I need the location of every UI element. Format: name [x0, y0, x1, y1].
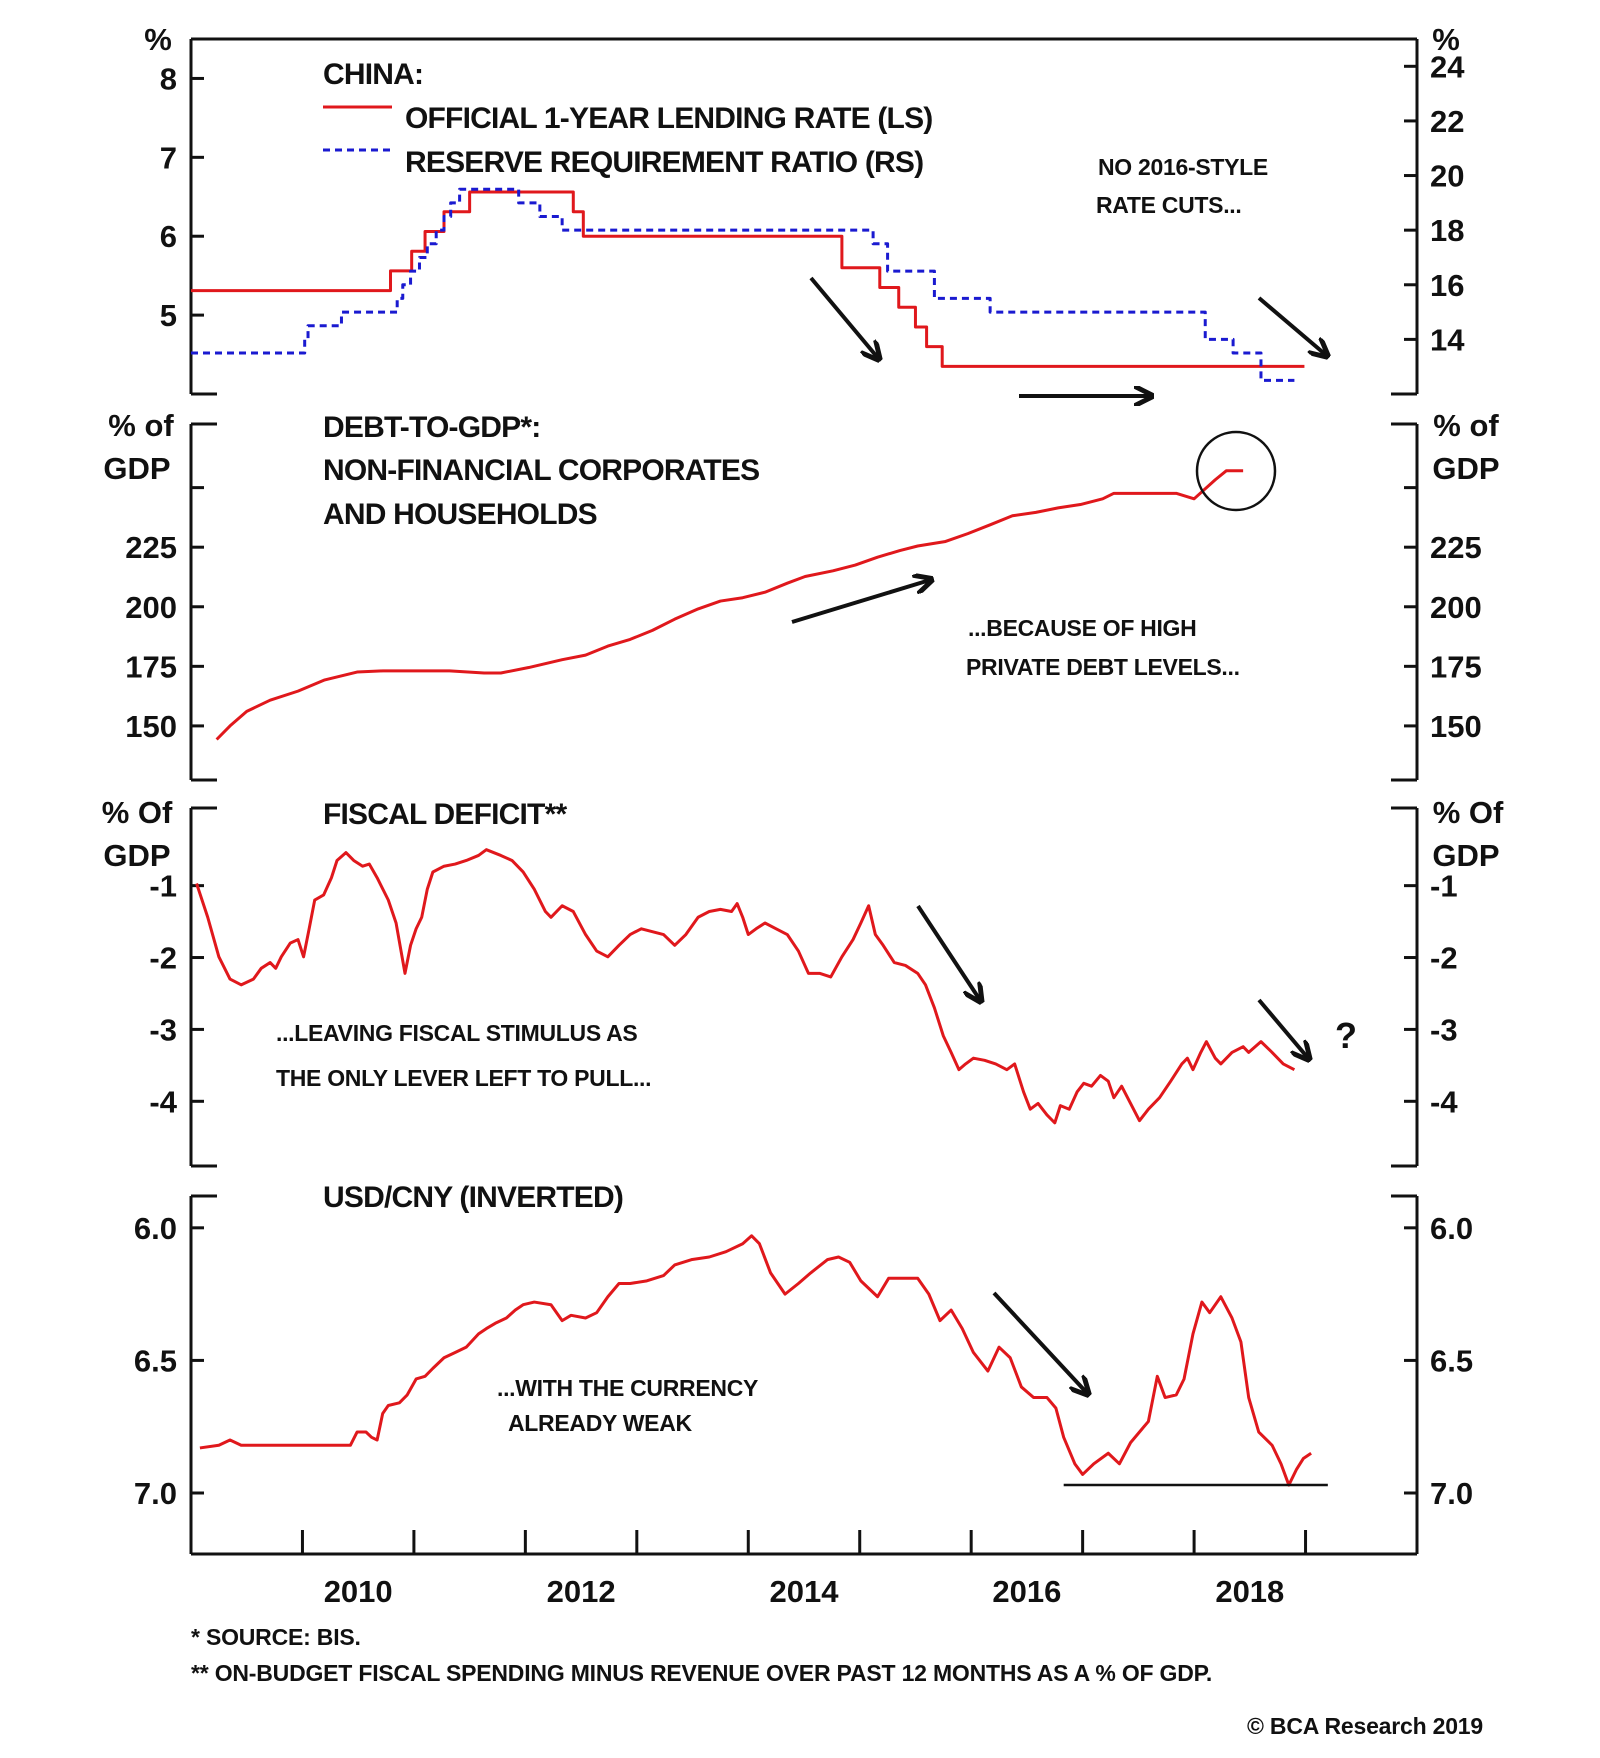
panel2-title-line1: DEBT-TO-GDP*: — [323, 411, 540, 444]
panel2-left-axis-label-1: % of — [108, 408, 174, 443]
panel-frames — [189, 37, 1419, 1556]
panel3-right-axis-label-2: GDP — [1432, 838, 1499, 873]
left-axis-tick-label: -3 — [149, 1012, 177, 1047]
legend-label-rrr: RESERVE REQUIREMENT RATIO (RS) — [405, 146, 923, 179]
left-axis-tick-label: 6.0 — [134, 1211, 177, 1246]
panel4-annotation-line2: ALREADY WEAK — [508, 1410, 693, 1436]
left-axis-tick-label: -1 — [149, 869, 177, 904]
arrow-down-icon — [1257, 998, 1308, 1058]
left-axis-tick-label: 8 — [160, 61, 177, 96]
right-axis-tick-label: 6.0 — [1430, 1211, 1473, 1246]
panel3-annotation-line2: THE ONLY LEVER LEFT TO PULL... — [276, 1065, 651, 1091]
left-axis-tick-label: 6.5 — [134, 1343, 177, 1378]
panel2-annotation-line1: ...BECAUSE OF HIGH — [968, 615, 1196, 641]
arrow-down-icon — [916, 904, 980, 1000]
left-axis-tick-label: 150 — [125, 709, 177, 744]
panel1-annotation-line2: RATE CUTS... — [1096, 192, 1241, 218]
left-axis-tick-label: 5 — [160, 298, 177, 333]
panel1-right-axis-label: % — [1432, 22, 1460, 57]
panel3-right-axis-label-1: % Of — [1433, 795, 1504, 830]
right-axis-tick-label: 225 — [1430, 530, 1482, 565]
panel3-annotation-line1: ...LEAVING FISCAL STIMULUS AS — [276, 1020, 637, 1046]
footnote-source: * SOURCE: BIS. — [191, 1624, 361, 1650]
arrow-down-icon — [809, 276, 878, 358]
panel2-right-axis-label-1: % of — [1433, 408, 1499, 443]
right-axis-tick-label: -3 — [1430, 1012, 1458, 1047]
panel2-series-1-line — [215, 469, 1244, 741]
panel2-annotation-line2: PRIVATE DEBT LEVELS... — [966, 654, 1240, 680]
right-axis-tick-label: -2 — [1430, 941, 1458, 976]
x-axis-tick-label: 2012 — [547, 1574, 616, 1609]
right-axis-tick-label: -1 — [1430, 869, 1458, 904]
panel2-left-axis-label-2: GDP — [103, 451, 170, 486]
right-axis-tick-label: 150 — [1430, 709, 1482, 744]
panel2-title-line3: AND HOUSEHOLDS — [323, 498, 597, 531]
right-axis-tick-label: 200 — [1430, 590, 1482, 625]
arrow-up-icon — [791, 580, 930, 624]
right-axis-tick-label: 175 — [1430, 649, 1482, 684]
panel2-right-axis-label-2: GDP — [1432, 451, 1499, 486]
legend-label-lending-rate: OFFICIAL 1-YEAR LENDING RATE (LS) — [405, 102, 933, 135]
panel4-title: USD/CNY (INVERTED) — [323, 1181, 623, 1214]
x-axis-tick-label: 2016 — [992, 1574, 1061, 1609]
panel3-series-1-line — [195, 848, 1296, 1125]
right-axis-tick-label: -4 — [1430, 1084, 1458, 1119]
panel3-title: FISCAL DEFICIT** — [323, 798, 567, 831]
panel4-series-1-line — [199, 1234, 1312, 1487]
x-axis-tick-label: 2014 — [770, 1574, 840, 1609]
axis-ticks: 5 6 7 8 14 16 18 20 22 24 150 175 200 225 150 175 200 225… — [125, 49, 1481, 1609]
panel3-left-axis-label-1: % Of — [102, 795, 173, 830]
panel1-left-axis-label: % — [144, 22, 172, 57]
x-axis-tick-label: 2010 — [324, 1574, 393, 1609]
right-axis-tick-label: 6.5 — [1430, 1343, 1473, 1378]
right-axis-tick-label: 24 — [1430, 49, 1465, 84]
footnote-fiscal: ** ON-BUDGET FISCAL SPENDING MINUS REVEN… — [191, 1660, 1212, 1686]
left-axis-tick-label: 175 — [125, 649, 177, 684]
left-axis-tick-label: -2 — [149, 941, 177, 976]
panel1-title: CHINA: — [323, 58, 423, 91]
arrow-down-icon — [992, 1291, 1087, 1393]
copyright: © BCA Research 2019 — [1247, 1713, 1483, 1739]
panel1-series-2-line — [191, 187, 1295, 382]
x-axis-tick-label: 2018 — [1215, 1574, 1284, 1609]
right-axis-tick-label: 16 — [1430, 268, 1464, 303]
panel2-title-line2: NON-FINANCIAL CORPORATES — [323, 454, 759, 487]
left-axis-tick-label: 7 — [160, 140, 177, 175]
right-axis-tick-label: 18 — [1430, 213, 1464, 248]
panel1-series-1-line — [191, 190, 1305, 368]
panel1-annotation-line1: NO 2016-STYLE — [1098, 154, 1268, 180]
right-axis-tick-label: 14 — [1430, 322, 1465, 357]
right-axis-tick-label: 20 — [1430, 159, 1464, 194]
panel3-left-axis-label-2: GDP — [103, 838, 170, 873]
left-axis-tick-label: 225 — [125, 530, 177, 565]
series-lines — [191, 187, 1328, 1487]
highlight-circle — [1195, 430, 1277, 512]
panel3-question-mark: ? — [1335, 1015, 1357, 1056]
left-axis-tick-label: -4 — [149, 1084, 177, 1119]
right-axis-tick-label: 22 — [1430, 104, 1464, 139]
left-axis-tick-label: 200 — [125, 590, 177, 625]
arrow-down-icon — [1257, 296, 1326, 355]
right-axis-tick-label: 7.0 — [1430, 1476, 1473, 1511]
left-axis-tick-label: 7.0 — [134, 1476, 177, 1511]
left-axis-tick-label: 6 — [160, 219, 177, 254]
panel4-annotation-line1: ...WITH THE CURRENCY — [497, 1375, 758, 1401]
